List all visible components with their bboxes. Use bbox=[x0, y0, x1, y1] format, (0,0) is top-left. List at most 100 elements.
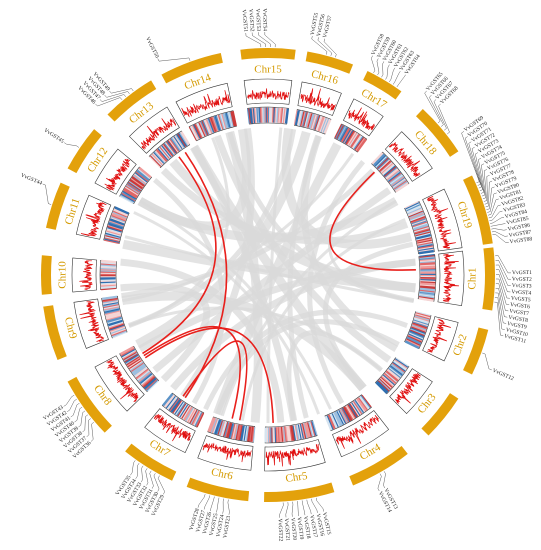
gene-label: VvGST24 bbox=[216, 514, 226, 538]
gene-label: VvGST16 bbox=[314, 513, 325, 537]
gene-leader bbox=[264, 32, 276, 48]
line-track bbox=[300, 88, 336, 111]
heatmap-cell bbox=[394, 182, 409, 193]
gene-leader bbox=[485, 180, 493, 208]
link bbox=[286, 330, 383, 422]
gene-leader bbox=[487, 198, 499, 216]
gene-label: VvGST18 bbox=[302, 516, 311, 540]
line-track bbox=[106, 359, 139, 403]
gene-leader bbox=[258, 32, 271, 48]
gene-leader bbox=[64, 142, 80, 148]
link bbox=[203, 309, 408, 411]
gene-leader bbox=[67, 399, 77, 412]
line-track bbox=[79, 301, 105, 342]
link bbox=[143, 325, 241, 419]
chromosome-band bbox=[305, 51, 354, 74]
heatmap-cell bbox=[102, 295, 118, 301]
gene-leader bbox=[251, 32, 266, 48]
line-track bbox=[80, 202, 107, 237]
gene-leader bbox=[494, 297, 505, 330]
gene-leader bbox=[95, 97, 123, 107]
line-track bbox=[153, 414, 191, 442]
gene-leader bbox=[285, 502, 289, 518]
gene-leader bbox=[392, 71, 401, 85]
line-track bbox=[181, 90, 231, 118]
gene-leader bbox=[153, 473, 160, 492]
chromosome-band bbox=[67, 129, 102, 174]
gene-label: VvGST20 bbox=[289, 517, 297, 540]
link bbox=[190, 144, 367, 392]
links bbox=[120, 127, 416, 424]
line-track bbox=[427, 318, 451, 353]
heatmap-cell bbox=[100, 259, 117, 264]
gene-label: VvGST17 bbox=[308, 515, 318, 539]
chromosome-band bbox=[161, 52, 223, 84]
link bbox=[120, 258, 285, 423]
gene-leader bbox=[42, 183, 52, 205]
gene-leader bbox=[216, 497, 220, 513]
gene-leader bbox=[291, 501, 294, 517]
gene-label: VvGST26 bbox=[202, 511, 213, 535]
gene-leader bbox=[245, 33, 262, 48]
gene-leader bbox=[86, 418, 91, 437]
link bbox=[128, 137, 230, 328]
link bbox=[182, 340, 248, 421]
gene-leader bbox=[490, 223, 506, 227]
link bbox=[152, 187, 392, 373]
gene-label: VvGST10 bbox=[505, 327, 529, 338]
heatmap-cell bbox=[207, 417, 215, 433]
gene-leader bbox=[487, 192, 497, 213]
gene-leader bbox=[297, 501, 299, 517]
gene-leader bbox=[82, 414, 88, 433]
gene-leader bbox=[149, 470, 154, 489]
chromosome-label: Chr10 bbox=[57, 261, 69, 289]
gene-leader bbox=[109, 88, 134, 94]
gene-label: VvGST83 bbox=[503, 202, 527, 214]
gene-label: VvGST11 bbox=[503, 333, 526, 344]
gene-leader bbox=[490, 217, 505, 224]
gene-leader bbox=[495, 292, 507, 324]
gene-leader bbox=[491, 231, 508, 237]
link bbox=[329, 171, 416, 271]
gene-leader bbox=[222, 498, 224, 514]
gene-leader bbox=[301, 500, 306, 516]
gene-label: VvGST27 bbox=[195, 509, 207, 533]
line-track-frame bbox=[389, 368, 433, 415]
gene-leader bbox=[311, 36, 328, 55]
gene-leader bbox=[317, 37, 332, 56]
heatmap-cell bbox=[138, 166, 152, 179]
gene-label: VvGST55 bbox=[310, 12, 320, 36]
tracks bbox=[40, 47, 495, 502]
heatmap-cell bbox=[231, 111, 237, 127]
heatmap-cell bbox=[114, 206, 129, 215]
gene-leader bbox=[197, 494, 206, 508]
gene-leader bbox=[135, 463, 140, 479]
chromosome-band bbox=[45, 182, 70, 230]
gene-leader bbox=[495, 269, 511, 293]
line-track-frame bbox=[128, 106, 180, 154]
line-track bbox=[426, 195, 456, 249]
gene-leader bbox=[99, 94, 126, 102]
gene-label: VvGST51 bbox=[240, 9, 248, 32]
gene-label: VvGST52 bbox=[247, 9, 254, 32]
gene-leader bbox=[383, 471, 386, 489]
gene-leader bbox=[494, 301, 504, 337]
gene-leader bbox=[203, 495, 210, 510]
chromosome-label: Chr6 bbox=[210, 466, 235, 483]
line-track-frame bbox=[94, 355, 145, 412]
gene-leader bbox=[311, 498, 318, 513]
gene-label: VvGST23 bbox=[222, 515, 232, 539]
heatmap-cell bbox=[180, 131, 191, 146]
gene-label: VvGST8 bbox=[508, 315, 529, 324]
gene-label: VvGST25 bbox=[209, 513, 220, 537]
gene-leader bbox=[396, 74, 406, 88]
chromosome-band bbox=[415, 108, 459, 157]
line-track bbox=[247, 88, 290, 101]
gene-leader bbox=[478, 157, 485, 197]
gene-leader bbox=[495, 278, 510, 305]
gene-label: VvGST45 bbox=[43, 127, 65, 144]
gene-leader bbox=[376, 58, 380, 76]
gene-leader bbox=[495, 288, 508, 318]
gene-label: VvGST86 bbox=[507, 223, 531, 233]
gene-leader bbox=[491, 228, 507, 231]
